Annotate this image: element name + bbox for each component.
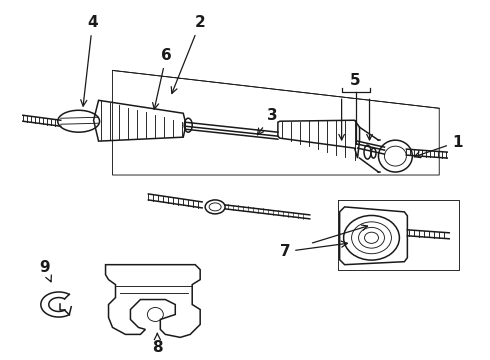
Text: 8: 8 [152, 333, 163, 355]
Text: 2: 2 [172, 15, 205, 94]
Text: 7: 7 [279, 241, 347, 259]
Text: 6: 6 [152, 48, 171, 109]
Text: 1: 1 [415, 135, 463, 158]
Text: 3: 3 [257, 108, 277, 135]
Text: 9: 9 [40, 260, 51, 282]
Text: 4: 4 [81, 15, 98, 106]
Text: 5: 5 [350, 73, 361, 88]
